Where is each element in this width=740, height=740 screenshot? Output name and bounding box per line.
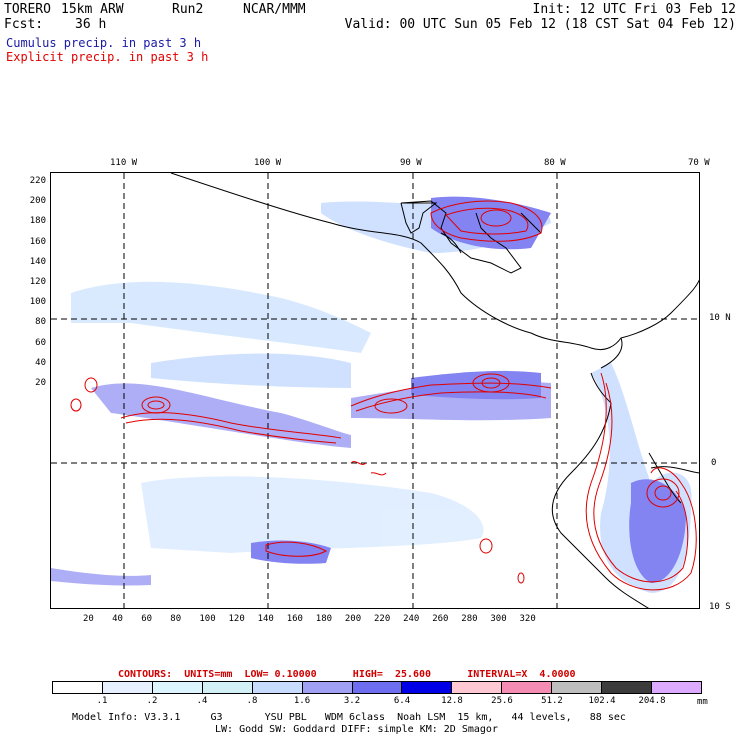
contours-info: CONTOURS: UNITS=mm LOW= 0.10000 HIGH= 25… <box>118 669 576 680</box>
colorbar-label: 1.6 <box>293 696 311 706</box>
colorbar-unit: mm <box>697 697 708 707</box>
precip-colorbar <box>52 681 702 694</box>
y-tick-label: 200 <box>29 196 46 207</box>
precip-map <box>50 172 700 609</box>
x-tick-label: 100 <box>199 614 216 624</box>
forecast-hour: 36 h <box>75 17 107 32</box>
model-name: TORERO <box>4 2 51 17</box>
colorbar-swatch <box>202 682 253 693</box>
colorbar-label: .2 <box>146 696 158 706</box>
x-tick-label: 280 <box>461 614 478 624</box>
forecast-label: Fcst: <box>4 17 44 32</box>
explicit-legend: Explicit precip. in past 3 h <box>6 50 209 64</box>
init-time: Init: 12 UTC Fri 03 Feb 12 <box>532 2 737 17</box>
x-tick-label: 60 <box>141 614 153 624</box>
colorbar-label: 12.8 <box>441 696 463 706</box>
x-tick-label: 260 <box>432 614 449 624</box>
colorbar-swatch <box>402 682 453 693</box>
colorbar-swatch <box>102 682 153 693</box>
map-canvas <box>51 173 699 608</box>
cumulus-legend: Cumulus precip. in past 3 h <box>6 36 202 50</box>
colorbar-label: .8 <box>246 696 258 706</box>
colorbar-label: 3.2 <box>343 696 361 706</box>
colorbar-swatch <box>302 682 353 693</box>
y-tick-label: 140 <box>29 256 46 267</box>
x-tick-label: 80 <box>170 614 182 624</box>
x-tick-label: 140 <box>257 614 274 624</box>
x-tick-label: 40 <box>112 614 123 624</box>
lat-lon-grid <box>51 173 699 608</box>
org-label: NCAR/MMM <box>243 2 306 17</box>
y-tick-label: 120 <box>29 277 46 287</box>
x-tick-label: 120 <box>228 614 245 624</box>
colorbar-swatch <box>352 682 403 693</box>
colorbar-swatch <box>252 682 303 693</box>
colorbar-swatch <box>602 682 653 693</box>
x-tick-label: 220 <box>374 614 391 624</box>
model-info: Model Info: V3.3.1 G3 YSU PBL WDM 6class… <box>72 712 626 723</box>
valid-time: Valid: 00 UTC Sun 05 Feb 12 (18 CST Sat … <box>344 17 736 32</box>
colorbar-label: 6.4 <box>393 696 411 706</box>
colorbar-swatch <box>502 682 553 693</box>
lat-label: 10 S <box>709 602 731 612</box>
y-tick-label: 180 <box>29 216 46 227</box>
colorbar-label: 102.4 <box>588 696 616 706</box>
colorbar-swatch <box>552 682 603 693</box>
model-physics: LW: Godd SW: Goddard DIFF: simple KM: 2D… <box>215 724 498 735</box>
colorbar-swatch <box>53 682 103 693</box>
colorbar-label: 51.2 <box>541 696 563 706</box>
y-tick-label: 60 <box>35 337 46 348</box>
colorbar-swatch <box>652 682 701 693</box>
x-tick-label: 300 <box>490 614 507 624</box>
lon-label: 70 W <box>688 158 710 168</box>
lat-label: 0 <box>711 458 717 468</box>
x-tick-label: 320 <box>519 614 536 624</box>
colorbar-label: 204.8 <box>638 696 666 706</box>
lon-label: 110 W <box>110 158 138 168</box>
explicit-contours <box>70 200 697 591</box>
lon-label: 100 W <box>254 158 282 168</box>
colorbar-swatch <box>452 682 503 693</box>
x-tick-label: 20 <box>83 614 94 624</box>
cumulus-shading <box>51 196 692 593</box>
y-tick-label: 220 <box>29 176 46 186</box>
y-tick-label: 100 <box>29 297 46 308</box>
x-tick-label: 200 <box>344 614 362 624</box>
x-tick-label: 160 <box>286 614 303 624</box>
colorbar-label: 25.6 <box>491 696 513 706</box>
y-tick-label: 40 <box>35 357 46 368</box>
lon-label: 90 W <box>400 158 422 168</box>
x-tick-label: 180 <box>315 614 333 624</box>
lon-label: 80 W <box>544 158 566 168</box>
colorbar-swatch <box>152 682 203 693</box>
colorbar-label: .1 <box>96 696 108 706</box>
run-label: Run2 <box>172 2 204 17</box>
x-tick-label: 240 <box>403 614 420 624</box>
y-tick-label: 20 <box>35 378 46 388</box>
model-resolution: 15km ARW <box>61 2 124 17</box>
colorbar-label: .4 <box>196 696 208 706</box>
y-tick-label: 80 <box>35 317 46 328</box>
y-tick-label: 160 <box>29 236 46 247</box>
lat-label: 10 N <box>709 313 731 323</box>
